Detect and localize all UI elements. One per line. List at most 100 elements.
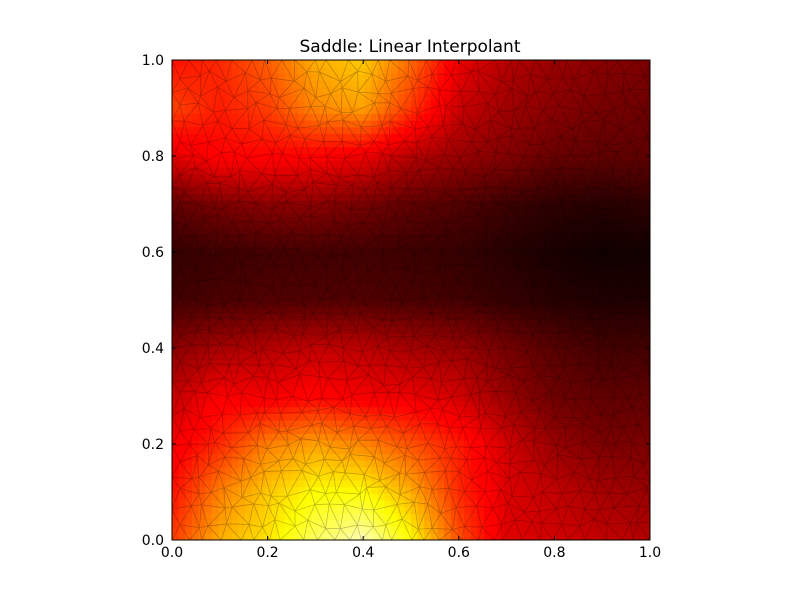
heat-cell	[450, 460, 459, 468]
heat-cell	[397, 93, 405, 101]
heat-cell	[264, 240, 273, 248]
heat-cell	[523, 160, 532, 168]
heat-cell	[198, 426, 206, 434]
heat-cell	[437, 306, 445, 314]
heat-cell	[583, 280, 591, 288]
heat-cell	[191, 313, 200, 321]
heat-cell	[331, 280, 339, 288]
heat-cell	[191, 500, 200, 508]
heat-cell	[324, 526, 332, 534]
heat-cell	[264, 266, 273, 274]
heat-cell	[563, 366, 571, 374]
heat-cell	[623, 113, 631, 121]
heat-cell	[457, 453, 465, 461]
heat-cell	[444, 206, 452, 214]
heat-cell	[344, 113, 352, 121]
heat-cell	[351, 133, 359, 141]
heat-cell	[590, 186, 598, 194]
heat-cell	[517, 420, 525, 428]
heat-cell	[251, 93, 259, 101]
heat-cell	[391, 520, 399, 528]
heat-cell	[503, 93, 512, 101]
heat-cell	[411, 500, 419, 508]
heat-cell	[198, 486, 206, 494]
heat-cell	[391, 146, 399, 154]
heat-cell	[377, 453, 386, 461]
heat-cell	[570, 106, 578, 114]
heat-cell	[583, 173, 591, 181]
heat-cell	[543, 86, 552, 94]
heat-cell	[357, 306, 366, 314]
heat-cell	[543, 173, 552, 181]
heat-cell	[464, 526, 472, 534]
heat-cell	[258, 446, 266, 454]
heat-cell	[404, 233, 412, 241]
heat-cell	[298, 133, 306, 141]
heat-cell	[278, 193, 286, 201]
heat-cell	[264, 233, 273, 241]
heat-cell	[596, 420, 605, 428]
heat-cell	[464, 400, 472, 408]
heat-cell	[351, 526, 359, 534]
heat-cell	[636, 300, 644, 308]
heat-cell	[198, 273, 206, 281]
heat-cell	[344, 373, 352, 381]
heat-cell	[185, 460, 193, 468]
heat-cell	[258, 213, 266, 221]
heat-cell	[311, 373, 319, 381]
heat-cell	[543, 233, 552, 241]
heat-cell	[331, 446, 339, 454]
heat-cell	[357, 326, 366, 334]
heat-cell	[251, 153, 259, 161]
heat-cell	[550, 460, 558, 468]
heat-cell	[583, 306, 591, 314]
heat-cell	[344, 300, 352, 308]
heat-cell	[550, 326, 558, 334]
heat-cell	[603, 160, 611, 168]
heat-cell	[337, 186, 346, 194]
heat-cell	[537, 440, 545, 448]
heat-cell	[391, 360, 399, 368]
heat-cell	[530, 360, 538, 368]
heat-cell	[603, 126, 611, 134]
heat-cell	[304, 166, 313, 174]
heat-cell	[603, 413, 611, 421]
heat-cell	[563, 340, 571, 348]
heat-cell	[205, 266, 213, 274]
heat-cell	[517, 166, 525, 174]
heat-cell	[278, 153, 286, 161]
heat-cell	[205, 480, 213, 488]
heat-cell	[583, 433, 591, 441]
heat-cell	[397, 493, 405, 501]
heat-cell	[497, 153, 505, 161]
heat-cell	[450, 340, 459, 348]
heat-cell	[284, 106, 293, 114]
heat-cell	[238, 193, 246, 201]
heat-cell	[457, 133, 465, 141]
heat-cell	[550, 473, 558, 481]
heat-cell	[264, 426, 273, 434]
heat-cell	[185, 366, 193, 374]
heat-cell	[576, 173, 585, 181]
heat-cell	[231, 293, 239, 301]
heat-cell	[550, 520, 558, 528]
heat-cell	[391, 506, 399, 514]
heat-cell	[198, 460, 206, 468]
heat-cell	[590, 440, 598, 448]
heat-cell	[231, 126, 239, 134]
heat-cell	[198, 366, 206, 374]
heat-cell	[530, 500, 538, 508]
heat-cell	[344, 120, 352, 128]
heat-cell	[218, 173, 226, 181]
heat-cell	[437, 233, 445, 241]
heat-cell	[284, 406, 293, 414]
heat-cell	[523, 300, 532, 308]
heat-cell	[610, 213, 618, 221]
heat-cell	[205, 380, 213, 388]
heat-cell	[304, 186, 313, 194]
heat-cell	[457, 300, 465, 308]
heat-cell	[377, 406, 386, 414]
heat-cell	[364, 260, 372, 268]
heat-cell	[311, 113, 319, 121]
heat-cell	[304, 373, 313, 381]
